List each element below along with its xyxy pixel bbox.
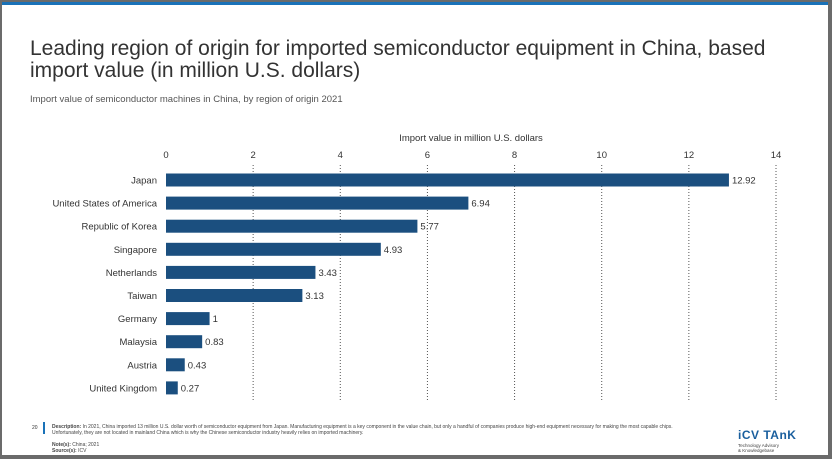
logo-tagline-1: Technology Advisory (738, 443, 780, 448)
x-tick-label: 14 (771, 150, 782, 161)
x-tick-label: 2 (250, 150, 255, 161)
logo-tagline-2: & Knowledgebase (738, 448, 775, 453)
x-axis-label: Import value in million U.S. dollars (399, 133, 543, 144)
bar (166, 335, 203, 349)
chart-subtitle: Import value of semiconductor machines i… (30, 94, 343, 105)
slide: Leading region of origin for imported se… (2, 2, 828, 455)
category-label: Austria (127, 360, 157, 371)
source: Source(s): ICV (52, 448, 86, 454)
source-text: ICV (78, 448, 87, 454)
description-label: Description: (52, 424, 82, 430)
chart-title: Leading region of origin for imported se… (30, 37, 766, 82)
x-tick-label: 4 (338, 150, 343, 161)
bar (166, 358, 185, 372)
bar (166, 219, 418, 233)
accent-line (2, 2, 828, 5)
value-label: 0.83 (205, 337, 224, 348)
category-label: Germany (118, 314, 157, 325)
bar (166, 289, 303, 302)
value-label: 3.43 (318, 268, 337, 279)
value-label: 6.94 (471, 199, 490, 210)
bar (166, 381, 178, 395)
value-label: 3.13 (305, 291, 324, 302)
x-tick-label: 10 (596, 150, 607, 161)
description: Description: In 2021, China imported 13 … (52, 424, 692, 436)
value-label: 5.77 (420, 222, 439, 233)
description-text: In 2021, China imported 13 million U.S. … (52, 424, 673, 436)
x-tick-label: 12 (684, 150, 695, 161)
logo: iCV TAnK (738, 428, 797, 442)
note-text: China; 2021 (72, 442, 100, 448)
page-marker (43, 422, 45, 434)
category-label: Netherlands (106, 268, 157, 279)
x-tick-label: 6 (425, 150, 430, 161)
x-tick-label: 0 (163, 150, 168, 161)
value-label: 1 (213, 314, 218, 325)
x-tick-label: 8 (512, 150, 517, 161)
logo-tagline: Technology Advisory & Knowledgebase (738, 443, 779, 453)
value-label: 0.43 (188, 360, 207, 371)
category-label: Taiwan (127, 291, 157, 302)
category-label: United Kingdom (89, 383, 157, 394)
value-label: 4.93 (384, 245, 403, 256)
value-label: 0.27 (181, 383, 200, 394)
bar (166, 265, 316, 279)
bar (166, 196, 469, 210)
page-number: 20 (32, 425, 38, 431)
bar (166, 312, 210, 326)
value-label: 12.92 (732, 176, 756, 187)
source-label: Source(s): (52, 448, 77, 454)
category-label: Singapore (114, 245, 157, 256)
bar (166, 173, 729, 187)
category-label: Republic of Korea (81, 222, 157, 233)
bar (166, 242, 381, 256)
note: Note(s): China; 2021 (52, 442, 99, 448)
category-label: Malaysia (120, 337, 158, 348)
category-label: United States of America (52, 199, 157, 210)
category-label: Japan (131, 176, 157, 187)
note-label: Note(s): (52, 442, 71, 448)
